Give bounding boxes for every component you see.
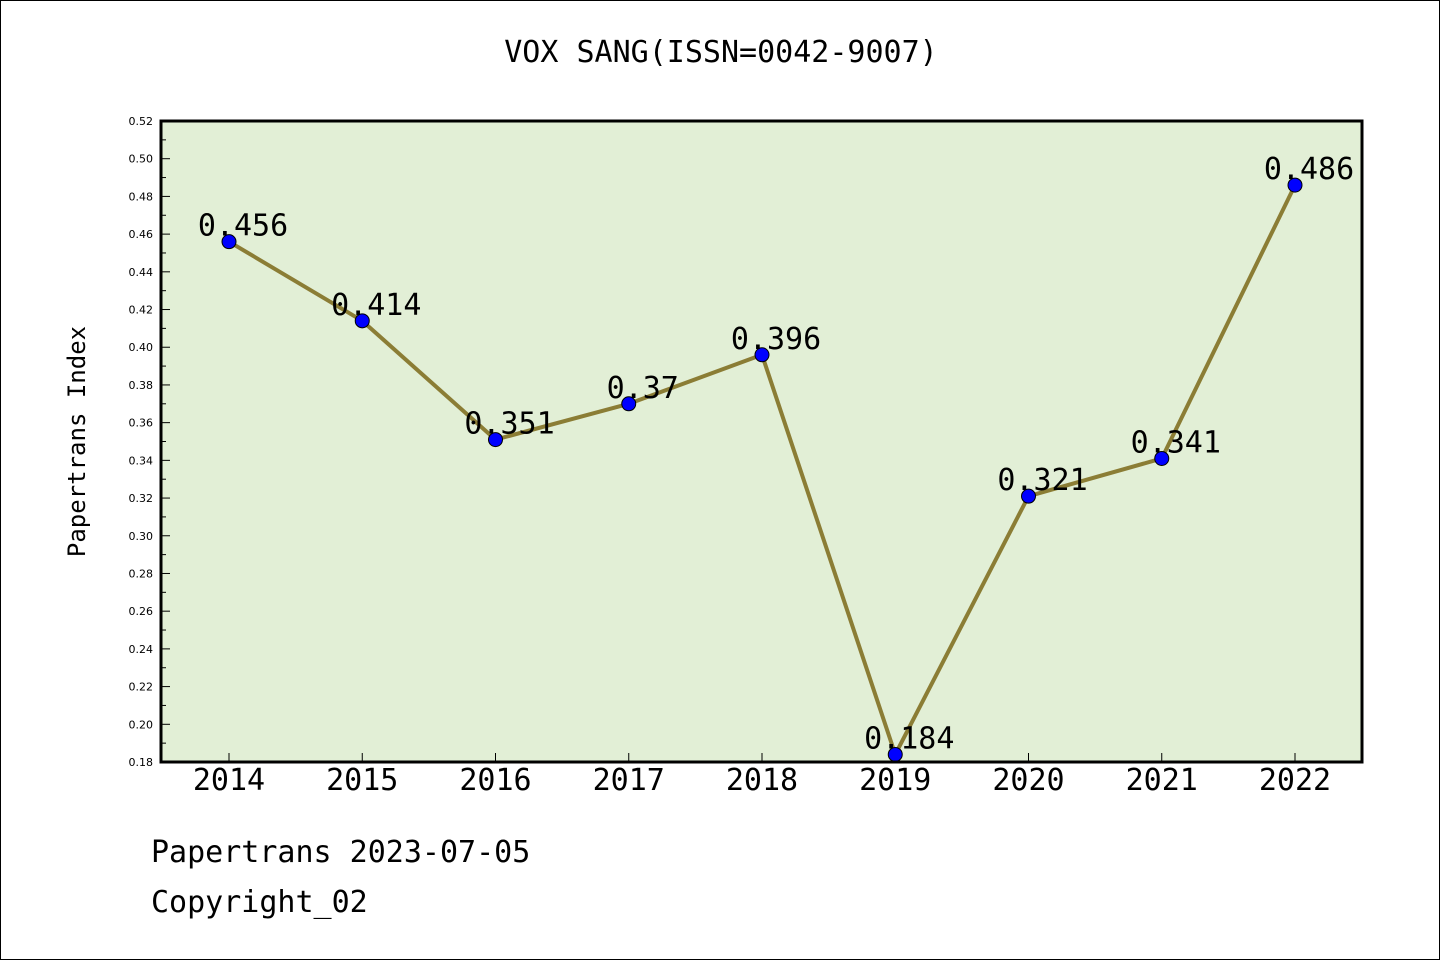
x-tick-label: 2015 — [326, 763, 398, 798]
y-tick-label: 0.44 — [129, 266, 154, 279]
x-tick-label: 2022 — [1259, 763, 1331, 798]
x-tick-label: 2018 — [726, 763, 798, 798]
y-tick-label: 0.22 — [129, 681, 154, 694]
data-label: 0.321 — [997, 463, 1087, 498]
y-tick-label: 0.50 — [129, 153, 154, 166]
chart-title: VOX SANG(ISSN=0042-9007) — [504, 35, 938, 70]
x-tick-label: 2021 — [1126, 763, 1198, 798]
y-tick-label: 0.52 — [129, 115, 154, 128]
data-point — [221, 234, 237, 250]
footer-date: Papertrans 2023-07-05 — [151, 835, 531, 870]
y-tick-label: 0.24 — [129, 643, 154, 656]
y-tick-label: 0.40 — [129, 341, 154, 354]
x-tick-label: 2014 — [193, 763, 265, 798]
y-tick-label: 0.46 — [129, 228, 154, 241]
plot-frame — [159, 119, 1364, 764]
data-label: 0.414 — [331, 288, 421, 323]
y-tick-label: 0.42 — [129, 304, 154, 317]
y-tick-label: 0.18 — [129, 756, 154, 769]
data-point — [1021, 488, 1036, 504]
data-label: 0.351 — [464, 407, 554, 442]
data-label: 0.37 — [607, 371, 679, 406]
data-point — [1287, 177, 1303, 193]
y-tick-label: 0.34 — [129, 454, 154, 467]
y-tick-label: 0.28 — [129, 567, 154, 580]
data-point — [1154, 450, 1170, 466]
data-point — [354, 313, 370, 329]
data-label: 0.486 — [1264, 152, 1354, 187]
data-label: 0.341 — [1131, 425, 1221, 460]
y-tick-label: 0.32 — [129, 492, 154, 505]
y-tick-label: 0.38 — [129, 379, 154, 392]
data-point — [754, 347, 770, 363]
footer-copyright: Copyright_02 — [151, 885, 368, 920]
data-label: 0.184 — [864, 721, 954, 756]
data-label: 0.456 — [198, 209, 288, 244]
x-tick-label: 2017 — [593, 763, 665, 798]
plot-area — [161, 121, 1362, 762]
y-tick-label: 0.26 — [129, 605, 154, 618]
y-tick-label: 0.20 — [129, 718, 154, 731]
x-tick-label: 2019 — [859, 763, 931, 798]
data-point — [488, 432, 503, 448]
x-tick-label: 2020 — [992, 763, 1064, 798]
x-tick-label: 2016 — [459, 763, 531, 798]
y-tick-label: 0.48 — [129, 190, 154, 203]
y-tick-label: 0.36 — [129, 417, 154, 430]
y-tick-label: 0.30 — [129, 530, 154, 543]
data-point — [621, 396, 637, 412]
y-axis-label: Papertrans Index — [63, 326, 91, 557]
data-label: 0.396 — [731, 322, 821, 357]
